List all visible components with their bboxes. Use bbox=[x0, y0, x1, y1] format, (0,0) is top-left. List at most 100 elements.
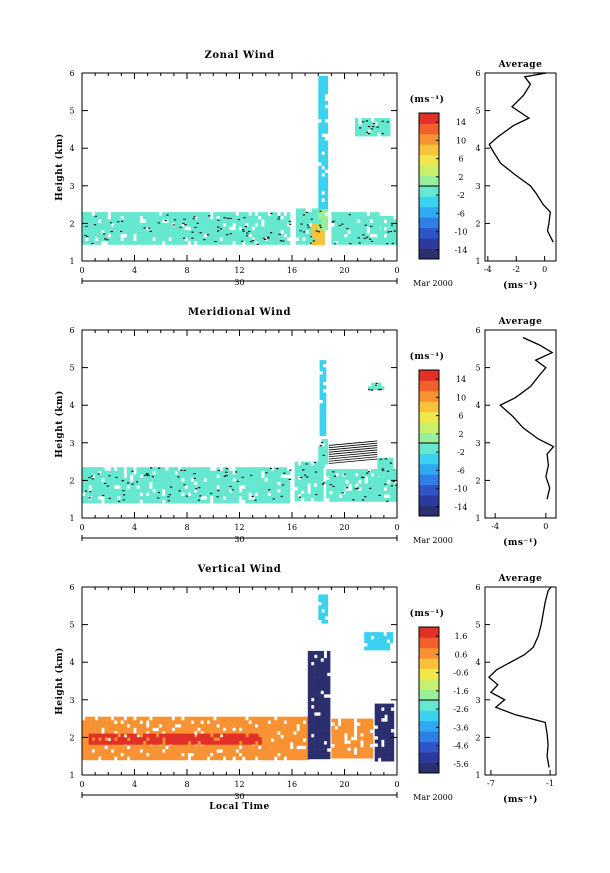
heatmap-cell bbox=[377, 739, 382, 744]
heatmap-cell bbox=[139, 237, 144, 242]
heatmap-cell bbox=[222, 745, 227, 750]
colorbar-tick-label: -6 bbox=[457, 466, 465, 475]
contour-mark bbox=[194, 226, 197, 228]
heatmap-cell bbox=[301, 468, 305, 473]
heatmap-cell bbox=[152, 478, 156, 482]
heatmap-cell bbox=[104, 233, 108, 238]
heatmap-cell bbox=[374, 472, 378, 477]
heatmap-cell bbox=[314, 650, 318, 655]
heatmap-cell bbox=[324, 183, 329, 188]
heatmap-cell bbox=[165, 727, 169, 732]
contour-mark bbox=[307, 226, 310, 228]
heatmap-cell bbox=[98, 222, 102, 227]
heatmap-cell bbox=[242, 230, 246, 234]
heatmap-cell bbox=[326, 737, 331, 742]
heatmap-cell bbox=[363, 736, 367, 741]
heatmap-cell bbox=[320, 665, 324, 670]
y-tick-label: 4 bbox=[69, 658, 74, 667]
heatmap-cell bbox=[88, 230, 92, 234]
profile-x-label: (ms⁻¹) bbox=[503, 794, 538, 805]
heatmap-cell bbox=[219, 745, 224, 750]
heatmap-cell bbox=[345, 483, 349, 488]
profile-y-tick-label: 2 bbox=[475, 733, 480, 742]
contour-mark bbox=[88, 497, 91, 499]
heatmap-cell bbox=[264, 727, 268, 732]
heatmap-cell bbox=[294, 472, 299, 477]
heatmap-cell bbox=[377, 230, 381, 235]
heatmap-cell bbox=[283, 738, 288, 743]
heatmap-cell bbox=[203, 230, 208, 234]
heatmap-cell bbox=[142, 237, 147, 242]
heatmap-cell bbox=[387, 703, 391, 708]
heatmap-cell bbox=[258, 474, 262, 479]
heatmap-cell bbox=[377, 750, 382, 755]
heatmap-cell bbox=[98, 727, 102, 732]
heatmap-cell bbox=[136, 222, 140, 227]
heatmap-cell bbox=[380, 487, 384, 491]
heatmap-cell bbox=[261, 741, 265, 746]
heatmap-cell bbox=[117, 734, 121, 739]
heatmap-cell bbox=[210, 233, 214, 238]
colorbar-tick-label: -2.6 bbox=[453, 705, 468, 714]
heatmap-cell bbox=[317, 722, 321, 727]
heatmap-cell bbox=[341, 240, 345, 245]
heatmap-cell bbox=[178, 720, 182, 725]
heatmap-cell bbox=[318, 176, 322, 181]
profile-title: Average bbox=[498, 60, 543, 70]
heatmap-cell bbox=[373, 642, 378, 647]
heatmap-cell bbox=[264, 716, 268, 721]
heatmap-cell bbox=[197, 467, 201, 472]
colorbar-tick-label: 10 bbox=[456, 136, 466, 145]
heatmap-cell bbox=[239, 737, 243, 742]
colorbar-swatch bbox=[419, 474, 439, 486]
heatmap-cell bbox=[321, 97, 325, 102]
heatmap-cell bbox=[235, 226, 240, 231]
heatmap-cell bbox=[321, 147, 325, 152]
heatmap-cell bbox=[117, 723, 121, 728]
heatmap-cell bbox=[314, 715, 318, 720]
heatmap-cell bbox=[308, 226, 313, 231]
heatmap-cell bbox=[242, 749, 246, 753]
heatmap-cell bbox=[248, 481, 252, 486]
profile-title: Average bbox=[498, 574, 543, 584]
colorbar-swatch bbox=[419, 432, 439, 444]
heatmap-cell bbox=[139, 740, 144, 745]
heatmap-cell bbox=[377, 233, 381, 238]
profile-x-tick-label: -4 bbox=[484, 265, 492, 274]
heatmap-cell bbox=[222, 492, 227, 497]
heatmap-cell bbox=[94, 481, 99, 486]
x-tick-label: 0 bbox=[394, 780, 399, 789]
heatmap-cell bbox=[104, 212, 108, 216]
colorbar-swatch bbox=[419, 390, 439, 402]
contour-mark bbox=[321, 442, 324, 444]
heatmap-cell bbox=[238, 240, 243, 245]
heatmap-cell bbox=[360, 215, 364, 220]
heatmap-cell bbox=[98, 488, 102, 493]
heatmap-cell bbox=[299, 212, 303, 216]
heatmap-cell bbox=[283, 237, 288, 242]
contour-mark bbox=[305, 463, 308, 465]
contour-mark bbox=[146, 474, 149, 476]
heatmap-cell bbox=[94, 230, 99, 234]
heatmap-cell bbox=[261, 723, 265, 728]
heatmap-cell bbox=[321, 464, 325, 469]
heatmap-cell bbox=[142, 499, 147, 504]
heatmap-cell bbox=[235, 745, 240, 750]
heatmap-cell bbox=[334, 233, 339, 238]
heatmap-cell bbox=[117, 215, 121, 220]
heatmap-cell bbox=[226, 212, 230, 216]
heatmap-cell bbox=[238, 212, 243, 216]
heatmap-cell bbox=[133, 481, 137, 486]
contour-mark bbox=[150, 467, 153, 469]
heatmap-cell bbox=[197, 222, 201, 227]
heatmap-cell bbox=[165, 212, 169, 216]
heatmap-cell bbox=[274, 499, 278, 504]
heatmap-cell bbox=[136, 752, 140, 757]
heatmap-cell bbox=[242, 496, 246, 500]
heatmap-cell bbox=[390, 494, 394, 499]
heatmap-cell bbox=[197, 723, 201, 728]
heatmap-cell bbox=[267, 734, 272, 739]
heatmap-cell bbox=[335, 490, 340, 495]
heatmap-cell bbox=[210, 485, 214, 490]
heatmap-cell bbox=[110, 485, 115, 490]
